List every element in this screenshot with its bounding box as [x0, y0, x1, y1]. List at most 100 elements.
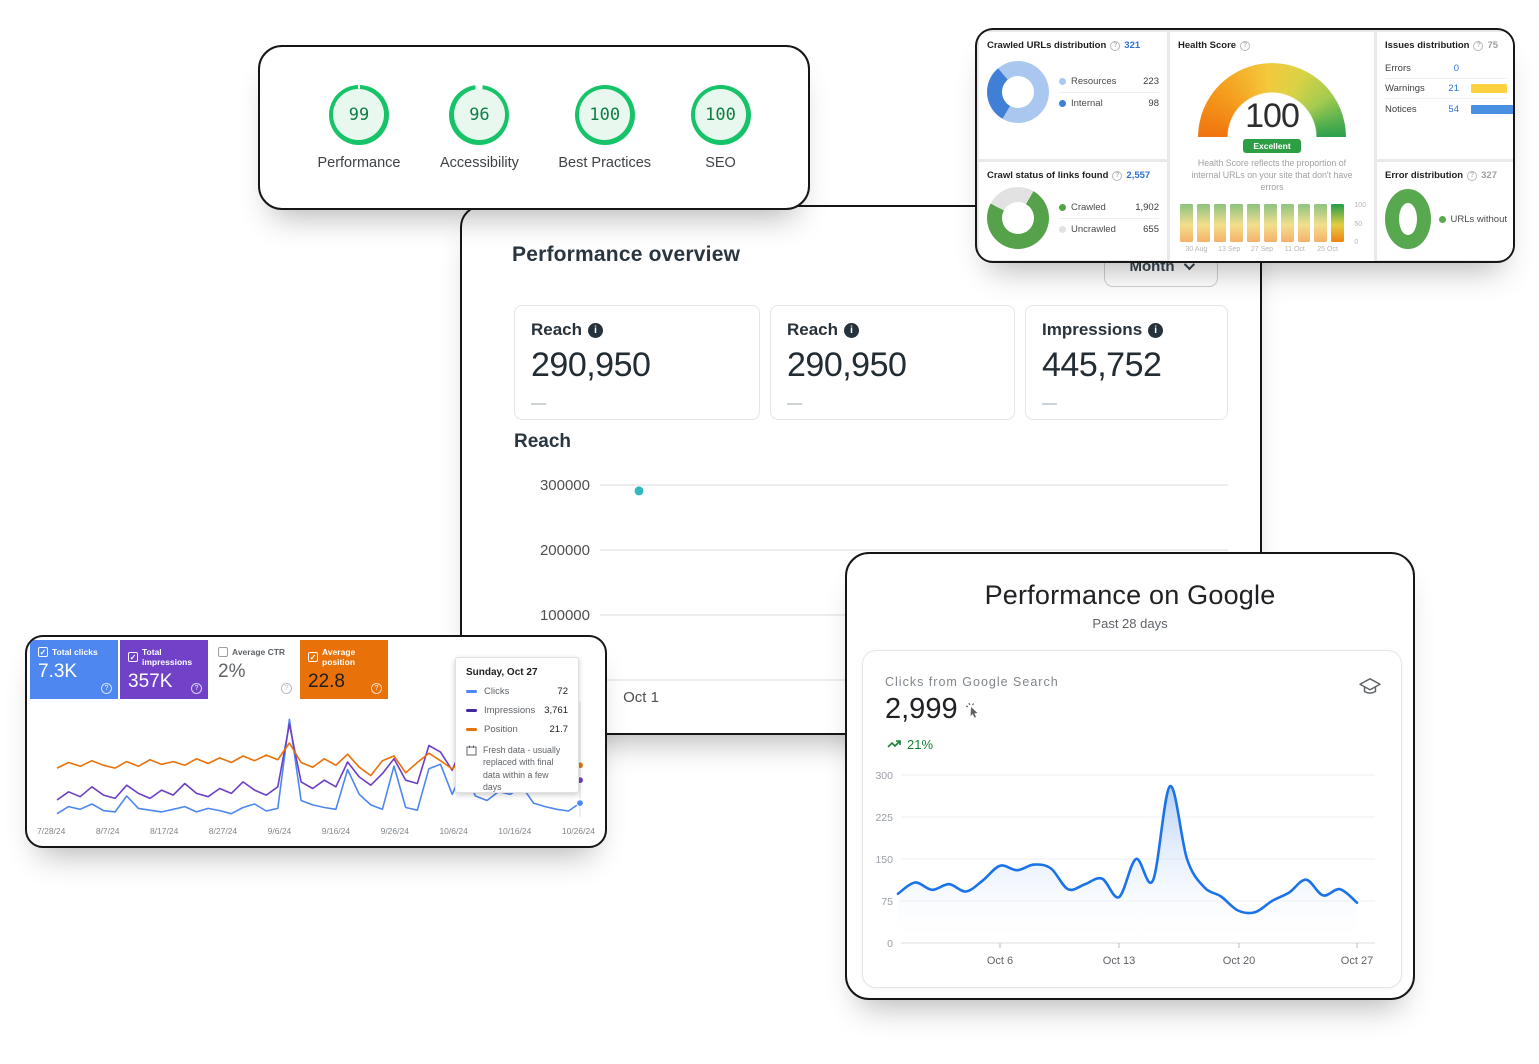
performance-on-google-card: Performance on Google Past 28 days Click…	[845, 552, 1415, 1000]
date-label: 9/16/24	[321, 826, 351, 836]
metric-label: Clicks from Google Search	[885, 675, 1059, 689]
date-label: 10/16/24	[498, 826, 532, 836]
help-icon[interactable]: ?	[371, 683, 382, 694]
info-icon[interactable]: i	[1148, 322, 1164, 338]
legend-uncrawled: Uncrawled 655	[1059, 219, 1159, 240]
metric-card-reach-1: Reach i 290,950 —	[514, 305, 760, 420]
svg-text:100000: 100000	[540, 607, 590, 624]
metric-label: Reach	[531, 320, 583, 339]
score-gauge: 96	[449, 84, 510, 145]
clicks-panel: Clicks from Google Search 2,999 21% 300 2…	[862, 650, 1402, 988]
help-icon[interactable]: ?	[1110, 40, 1121, 51]
health-bar	[1314, 204, 1328, 242]
tile-total-clicks[interactable]: ✓ Total clicks 7.3K ?	[30, 640, 118, 699]
health-bar	[1280, 204, 1294, 242]
checkbox-checked-icon[interactable]: ✓	[38, 647, 48, 657]
score-value: 99	[333, 89, 385, 140]
count-link[interactable]: 2,557	[1126, 170, 1151, 181]
click-cursor-icon	[965, 702, 978, 718]
health-bar	[1230, 204, 1244, 242]
metric-label: Reach	[787, 320, 839, 339]
reach-chart-heading: Reach	[514, 431, 572, 452]
school-icon[interactable]	[1359, 677, 1381, 697]
checkbox-checked-icon[interactable]: ✓	[308, 652, 318, 662]
score-value: 100	[695, 89, 747, 140]
score-label: SEO	[705, 154, 736, 171]
issues-count-link[interactable]: 54	[1448, 103, 1459, 115]
health-bar	[1213, 204, 1227, 242]
metric-value: 445,752	[1042, 346, 1162, 384]
health-bars-dates: 30 Aug 13 Sep 27 Sep 11 Oct 25 Oct	[1185, 246, 1338, 253]
info-icon[interactable]: i	[588, 322, 604, 338]
clicks-area-chart: 300 225 150 75 0 Oct 6 Oct 13 Oct 20 Oct 27	[875, 770, 1375, 967]
count-link[interactable]: 321	[1124, 40, 1141, 51]
score-label: Best Practices	[558, 154, 652, 171]
checkbox-checked-icon[interactable]: ✓	[128, 652, 138, 662]
metric-delta: —	[531, 395, 546, 412]
date-label: 8/7/24	[95, 826, 120, 836]
svg-text:Oct 27: Oct 27	[1341, 955, 1373, 967]
help-icon[interactable]: ?	[1467, 170, 1478, 181]
help-icon[interactable]: ?	[191, 683, 202, 694]
issues-count-link[interactable]: 0	[1453, 63, 1459, 74]
health-bars-axis: 100 50 0	[1354, 202, 1366, 246]
issues-count-link[interactable]: 21	[1448, 83, 1459, 94]
info-icon[interactable]: i	[844, 322, 860, 338]
health-bar	[1331, 204, 1344, 242]
svg-text:75: 75	[881, 896, 893, 908]
date-label: 9/26/24	[380, 826, 409, 836]
legend-urls-without-errors: URLs without	[1438, 214, 1507, 225]
card-subtitle: Past 28 days	[1092, 616, 1168, 631]
lighthouse-seo: 100 SEO	[690, 84, 751, 171]
site-audit-card: Crawled URLs distribution? 321 Resources 2…	[975, 28, 1515, 263]
lighthouse-scores-card: 99 Performance 96 Accessibility 100 Best…	[258, 45, 810, 210]
tile-average-position[interactable]: ✓ Average position 22.8 ?	[300, 640, 388, 699]
tile-total-impressions[interactable]: ✓ Total impressions 357K ?	[120, 640, 208, 699]
issues-row-warnings: Warnings 21	[1385, 79, 1508, 99]
health-score-panel: Health Score? 100 Excellent Health Score…	[1170, 32, 1374, 261]
legend-crawled: Crawled 1,902	[1059, 197, 1159, 219]
metric-label: Impressions	[1042, 320, 1143, 339]
svg-text:300: 300	[875, 770, 893, 782]
page-title: Performance overview	[512, 243, 741, 266]
svg-text:150: 150	[875, 854, 893, 866]
metric-card-reach-2: Reach i 290,950 —	[770, 305, 1015, 420]
score-gauge: 100	[574, 84, 635, 145]
metric-delta: —	[787, 395, 802, 412]
issues-row-notices: Notices 54	[1385, 99, 1513, 119]
help-icon[interactable]: ?	[281, 683, 292, 694]
legend-internal: Internal 98	[1059, 93, 1159, 114]
help-icon[interactable]: ?	[1112, 170, 1123, 181]
legend-dot	[1059, 225, 1066, 233]
chart-tooltip: Sunday, Oct 27 Clicks 72 Impressions 3,761…	[455, 657, 579, 793]
help-icon[interactable]: ?	[101, 683, 112, 694]
tile-value: 2%	[218, 661, 246, 682]
tooltip-row-clicks: Clicks 72	[466, 686, 568, 697]
crawl-status-donut	[987, 187, 1049, 249]
clicks-value: 2,999	[885, 693, 958, 725]
help-icon[interactable]: ?	[1240, 40, 1251, 51]
metric-delta: —	[1042, 395, 1057, 412]
x-axis-dates: 7/28/24 8/7/24 8/17/24 8/27/24 9/6/24 9/16/24…	[37, 826, 595, 836]
health-bar	[1247, 204, 1260, 242]
crawl-status-panel: Crawl status of links found? 2,557 Crawle…	[979, 162, 1167, 260]
trend-value: 21%	[907, 737, 934, 752]
svg-text:Oct 1: Oct 1	[623, 689, 659, 706]
help-icon[interactable]: ?	[1473, 40, 1484, 51]
tile-average-ctr[interactable]: ✓Average CTR 2% ?	[210, 640, 298, 699]
tile-value: 7.3K	[38, 661, 78, 682]
metric-value: 290,950	[531, 346, 651, 384]
checkbox-unchecked-icon[interactable]: ✓	[218, 647, 228, 657]
legend-dot	[1059, 203, 1066, 211]
score-gauge: 99	[328, 84, 389, 145]
date-label: 7/28/24	[37, 826, 66, 836]
score-value: 100	[579, 89, 631, 140]
panel-title: Crawl status of links found	[987, 170, 1109, 181]
svg-text:Oct 13: Oct 13	[1103, 955, 1135, 967]
panel-title: Issues distribution	[1385, 40, 1470, 51]
calendar-icon	[466, 745, 477, 756]
series-dash-icon	[466, 728, 477, 731]
health-rating-badge: Excellent	[1243, 139, 1301, 153]
series-dash-icon	[466, 709, 477, 712]
